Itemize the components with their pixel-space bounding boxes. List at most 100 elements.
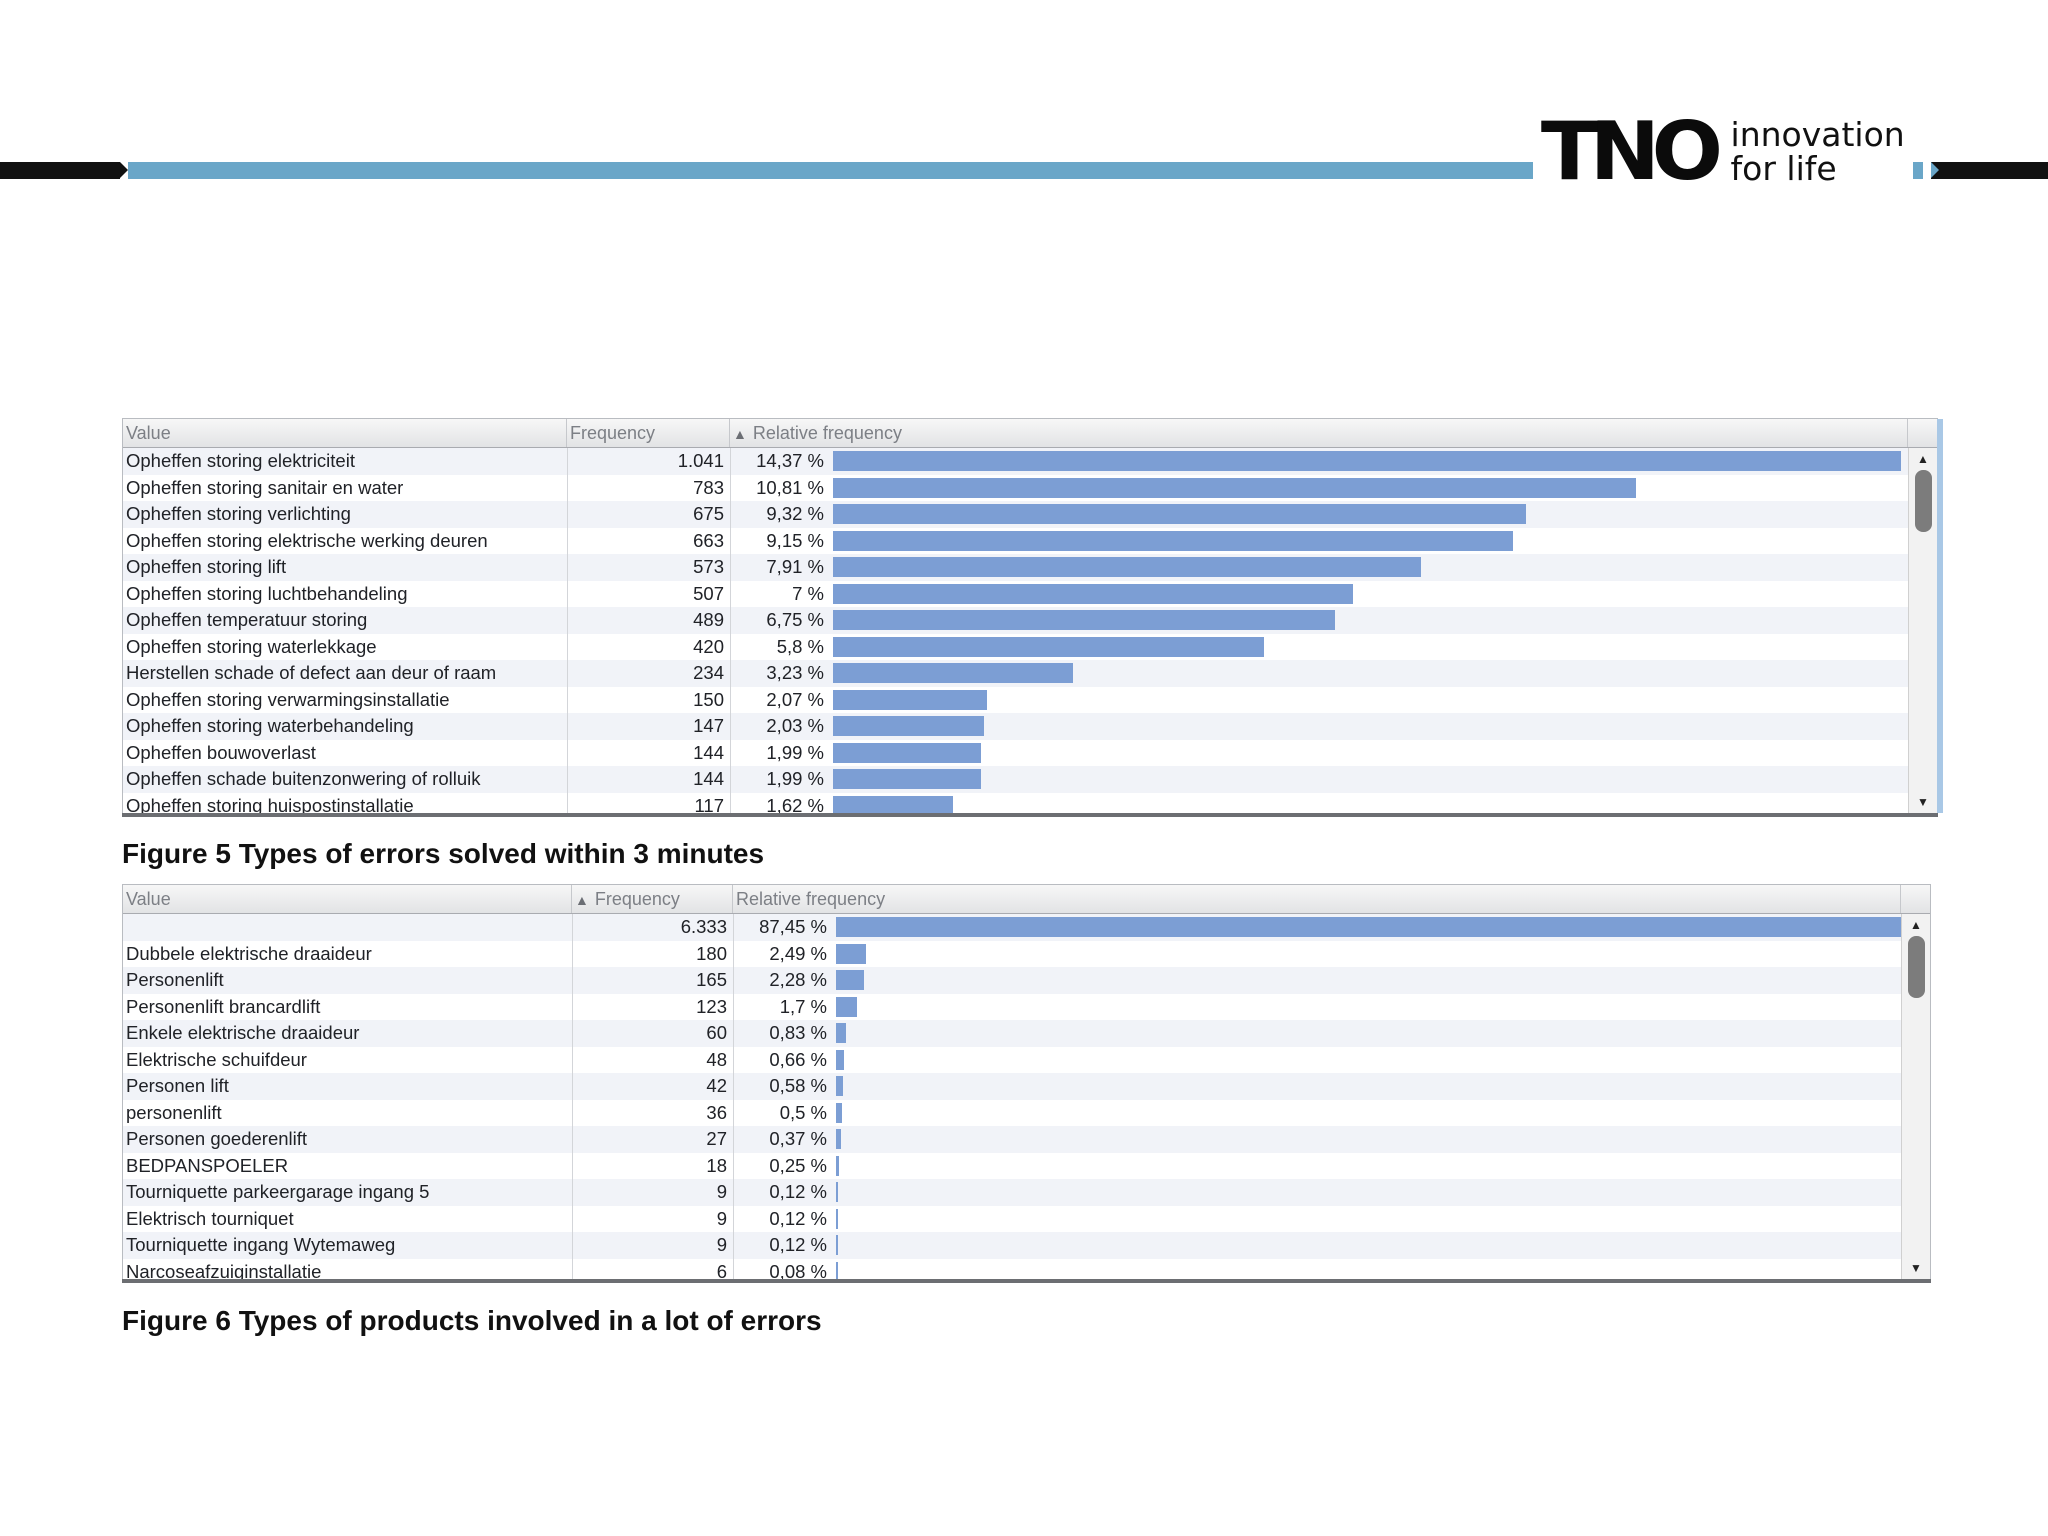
cell-frequency: 675: [693, 503, 724, 524]
table-row[interactable]: BEDPANSPOELER 18 0,25 %: [123, 1153, 1902, 1180]
tno-logo: TNO innovation for life: [1537, 112, 1913, 192]
cell-frequency: 150: [693, 688, 724, 710]
cell-value: [123, 914, 575, 940]
selection-accent: [1937, 419, 1943, 813]
table-row[interactable]: Tourniquette parkeergarage ingang 5 9 0,12…: [123, 1179, 1902, 1206]
frequency-bar: [833, 610, 1335, 630]
cell-value: Personenlift brancardlift: [126, 995, 321, 1017]
cell-value: Elektrisch tourniquet: [126, 1207, 294, 1229]
frequency-table-1: Value Frequency ▲ Relative frequency Ophe…: [122, 418, 1943, 817]
table-row[interactable]: Opheffen storing elektriciteit 1.041 14,37…: [123, 448, 1909, 475]
table-row[interactable]: Dubbele elektrische draaideur 180 2,49 %: [123, 941, 1902, 968]
table-row[interactable]: Opheffen schade buitenzonwering of rollu…: [123, 766, 1909, 793]
column-header-relative-frequency[interactable]: ▲ Relative frequency: [730, 419, 1908, 447]
column-header-frequency[interactable]: Frequency: [567, 419, 730, 447]
vertical-scrollbar[interactable]: ▲ ▼: [1901, 914, 1930, 1279]
table-row[interactable]: Opheffen storing waterlekkage 420 5,8 %: [123, 634, 1909, 661]
column-header-frequency[interactable]: ▲ Frequency: [572, 885, 733, 913]
table-row[interactable]: Narcoseafzuiginstallatie 6 0,08 %: [123, 1259, 1902, 1280]
frequency-bar: [836, 1208, 838, 1229]
cell-frequency: 27: [706, 1128, 727, 1149]
cell-frequency: 9: [716, 1234, 727, 1255]
cell-relative-frequency: 0,12 %: [769, 1207, 827, 1229]
table-row[interactable]: Elektrisch tourniquet 9 0,12 %: [123, 1206, 1902, 1233]
table-row[interactable]: Opheffen storing verlichting 675 9,32 %: [123, 501, 1909, 528]
cell-frequency: 147: [693, 715, 724, 736]
cell-frequency: 18: [706, 1154, 727, 1176]
scroll-thumb[interactable]: [1908, 936, 1925, 998]
table-row[interactable]: Opheffen storing lift 573 7,91 %: [123, 554, 1909, 581]
cell-relative-frequency: 5,8 %: [776, 635, 824, 657]
table-body: Opheffen storing elektriciteit 1.041 14,37…: [123, 448, 1909, 813]
table-row[interactable]: Opheffen storing verwarmingsinstallatie 1…: [123, 687, 1909, 714]
vertical-scrollbar[interactable]: ▲ ▼: [1908, 448, 1937, 813]
header-band-black-left: [0, 162, 120, 179]
frequency-bar: [833, 795, 954, 813]
frequency-bar: [836, 943, 867, 964]
figure-5-caption: Figure 5 Types of errors solved within 3…: [122, 838, 765, 869]
table-row[interactable]: Opheffen storing sanitair en water 783 10,…: [123, 475, 1909, 502]
column-header-value[interactable]: Value: [123, 419, 567, 447]
table-bottom-edge: [122, 813, 1938, 817]
table-row[interactable]: Opheffen storing luchtbehandeling 507 7 %: [123, 581, 1909, 608]
table-row[interactable]: personenlift 36 0,5 %: [123, 1100, 1902, 1127]
table-row[interactable]: Opheffen storing elektrische werking deu…: [123, 528, 1909, 555]
cell-frequency: 489: [693, 609, 724, 630]
frequency-bar: [836, 1076, 844, 1096]
frequency-bar: [836, 1049, 845, 1070]
frequency-bar: [833, 530, 1514, 551]
table-row[interactable]: Opheffen storing waterbehandeling 147 2,03…: [123, 713, 1909, 740]
table-row[interactable]: Opheffen bouwoverlast 144 1,99 %: [123, 740, 1909, 767]
cell-frequency: 60: [706, 1022, 727, 1043]
frequency-bar: [836, 1182, 838, 1202]
table-row[interactable]: Opheffen storing huispostinstallatie 117 1…: [123, 793, 1909, 814]
table-row[interactable]: Opheffen temperatuur storing 489 6,75 %: [123, 607, 1909, 634]
frequency-table-2: Value ▲ Frequency Relative frequency 6.33…: [122, 884, 1931, 1283]
table-row[interactable]: Personen goederenlift 27 0,37 %: [123, 1126, 1902, 1153]
cell-value: Tourniquette parkeergarage ingang 5: [126, 1181, 430, 1202]
frequency-bar: [833, 689, 987, 710]
cell-frequency: 42: [706, 1075, 727, 1096]
frequency-bar: [833, 557, 1421, 577]
column-header-relative-frequency[interactable]: Relative frequency: [733, 885, 1901, 913]
cell-relative-frequency: 1,62 %: [766, 794, 824, 814]
table-row[interactable]: Personenlift 165 2,28 %: [123, 967, 1902, 994]
cell-frequency: 117: [694, 794, 725, 814]
cell-value: Opheffen storing verwarmingsinstallatie: [126, 688, 450, 710]
frequency-bar: [836, 1155, 840, 1176]
frequency-bar: [836, 970, 864, 990]
table-row[interactable]: Herstellen schade of defect aan deur of …: [123, 660, 1909, 687]
header-band-arrow-right: [1931, 162, 1939, 178]
cell-relative-frequency: 7,91 %: [766, 556, 824, 577]
scroll-up-icon[interactable]: ▲: [1910, 918, 1922, 932]
table-row[interactable]: Personenlift brancardlift 123 1,7 %: [123, 994, 1902, 1021]
cell-relative-frequency: 0,66 %: [769, 1048, 827, 1070]
frequency-bar: [833, 769, 981, 789]
table-row[interactable]: Personen lift 42 0,58 %: [123, 1073, 1902, 1100]
cell-relative-frequency: 2,49 %: [769, 942, 827, 964]
cell-relative-frequency: 87,45 %: [759, 916, 827, 937]
column-header-value[interactable]: Value: [123, 885, 572, 913]
table-row[interactable]: Tourniquette ingang Wytemaweg 9 0,12 %: [123, 1232, 1902, 1259]
frequency-bar: [836, 917, 1902, 937]
cell-value: Personen lift: [126, 1075, 229, 1096]
cell-frequency: 144: [693, 768, 724, 789]
cell-value: personenlift: [126, 1101, 222, 1123]
table-row[interactable]: Enkele elektrische draaideur 60 0,83 %: [123, 1020, 1902, 1047]
cell-relative-frequency: 10,81 %: [756, 476, 824, 498]
scroll-down-icon[interactable]: ▼: [1910, 1261, 1922, 1275]
frequency-bar: [833, 636, 1265, 657]
scroll-down-icon[interactable]: ▼: [1917, 795, 1929, 809]
table-row[interactable]: Elektrische schuifdeur 48 0,66 %: [123, 1047, 1902, 1074]
cell-relative-frequency: 7 %: [792, 582, 824, 604]
cell-value: Opheffen storing lift: [126, 556, 287, 577]
cell-relative-frequency: 14,37 %: [756, 450, 824, 471]
table-row[interactable]: 6.333 87,45 %: [123, 914, 1902, 941]
frequency-bar: [833, 504, 1526, 524]
table-header: Value ▲ Frequency Relative frequency: [123, 885, 1930, 914]
frequency-bar: [836, 1261, 838, 1279]
scroll-thumb[interactable]: [1915, 470, 1932, 532]
cell-value: Opheffen storing huispostinstallatie: [126, 794, 414, 814]
scroll-up-icon[interactable]: ▲: [1917, 452, 1929, 466]
cell-value: Narcoseafzuiginstallatie: [126, 1260, 322, 1280]
